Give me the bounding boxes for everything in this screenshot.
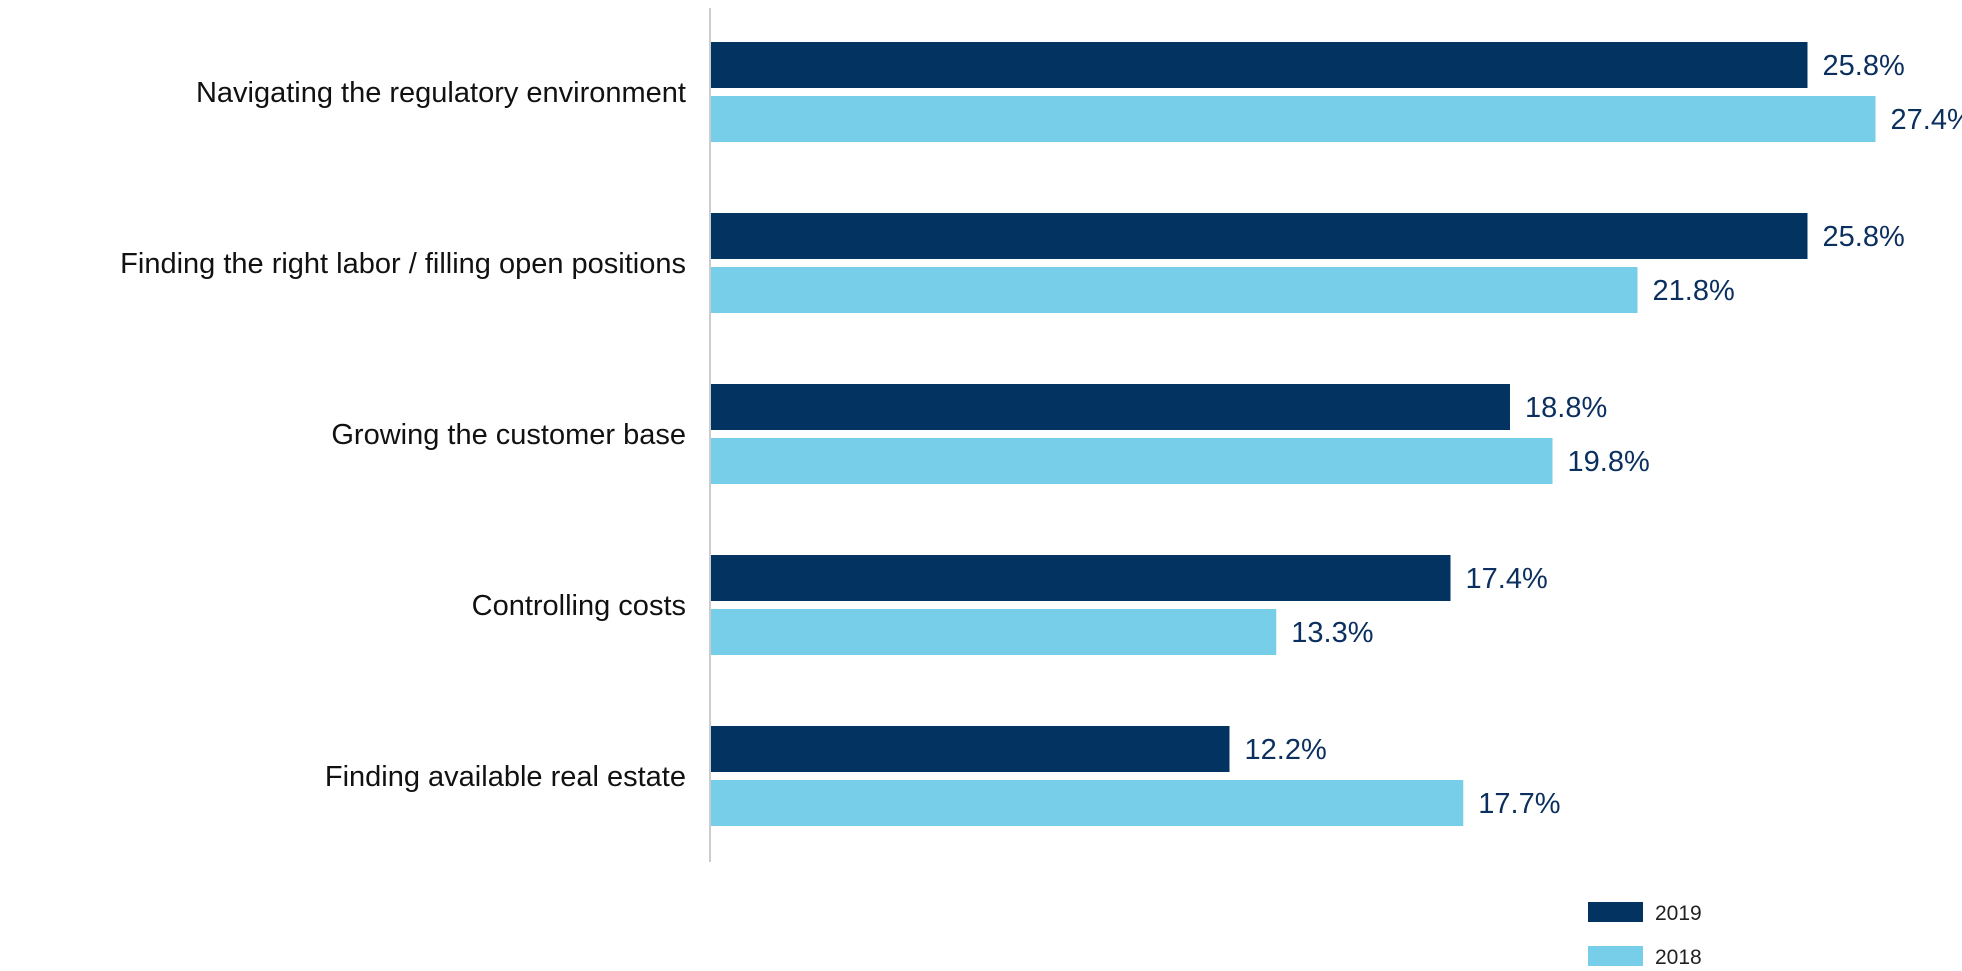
legend-swatch-2019 (1588, 902, 1643, 922)
bar-2019 (711, 42, 1808, 88)
bar-2019 (711, 213, 1808, 259)
category-labels: Navigating the regulatory environment Fin… (120, 77, 686, 793)
value-label: 25.8% (1823, 50, 1905, 82)
legend-swatch-2018 (1588, 946, 1643, 966)
bar-2019 (711, 726, 1230, 772)
value-label: 18.8% (1525, 392, 1607, 424)
bars (711, 42, 1876, 826)
bar-2018 (711, 96, 1876, 142)
value-label: 25.8% (1823, 221, 1905, 253)
category-label: Navigating the regulatory environment (196, 77, 686, 109)
legend: 2019 2018 (1588, 902, 1702, 966)
category-label: Controlling costs (472, 590, 686, 622)
bar-2019 (711, 555, 1451, 601)
category-label: Growing the customer base (331, 419, 686, 451)
value-labels: 25.8% 27.4% 25.8% 21.8% 18.8% 19.8% 17.4% 13.3%… (1245, 50, 1962, 820)
bar-2018 (711, 267, 1638, 313)
legend-label-2019: 2019 (1655, 902, 1702, 925)
category-label: Finding the right labor / filling open p… (120, 248, 686, 280)
legend-label-2018: 2018 (1655, 946, 1702, 966)
bar-2018 (711, 780, 1463, 826)
bar-2018 (711, 609, 1276, 655)
bar-2019 (711, 384, 1510, 430)
value-label: 27.4% (1891, 104, 1962, 136)
value-label: 19.8% (1568, 446, 1650, 478)
value-label: 12.2% (1245, 734, 1327, 766)
value-label: 21.8% (1653, 275, 1735, 307)
category-label: Finding available real estate (325, 761, 686, 793)
value-label: 13.3% (1291, 617, 1373, 649)
bar-2018 (711, 438, 1553, 484)
value-label: 17.7% (1478, 788, 1560, 820)
value-label: 17.4% (1466, 563, 1548, 595)
